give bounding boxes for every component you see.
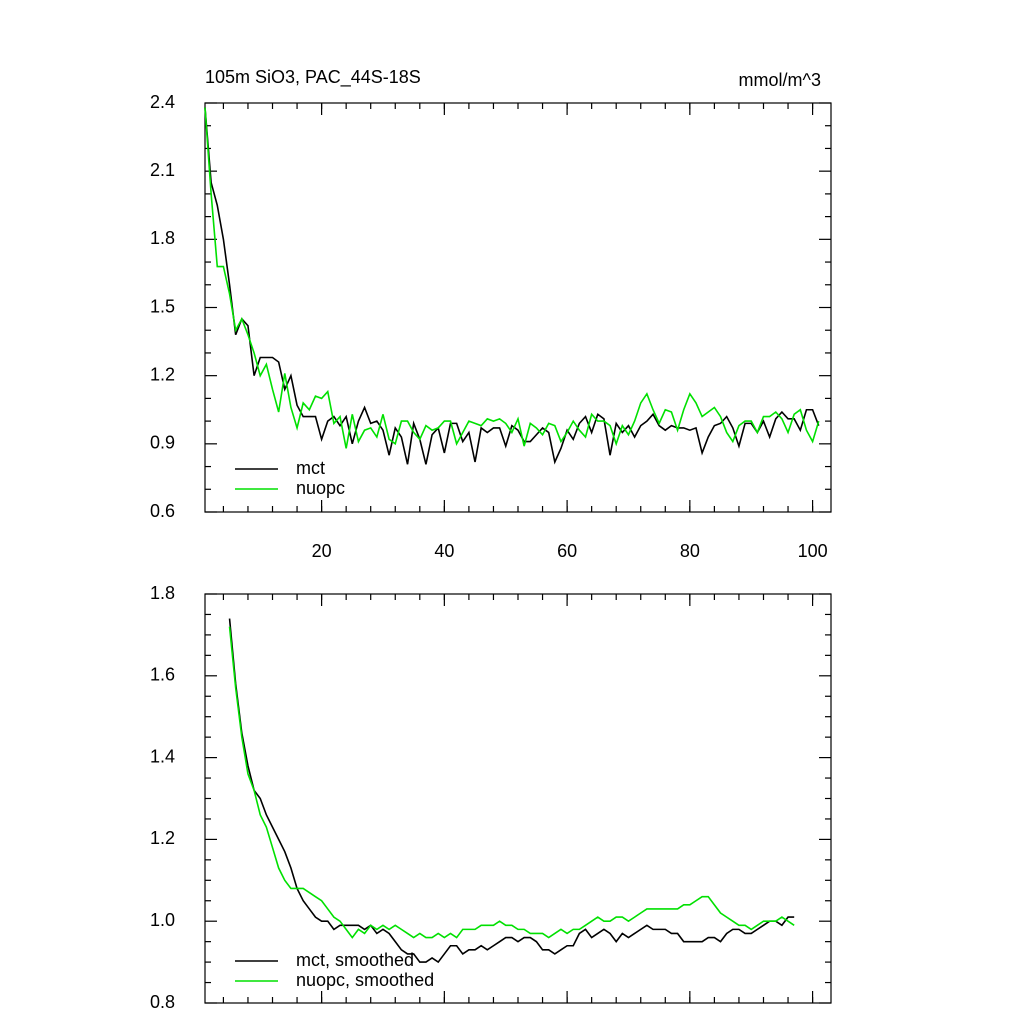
chart-title: 105m SiO3, PAC_44S-18S [205,67,421,88]
units-label: mmol/m^3 [739,70,821,90]
y-tick-label: 1.5 [150,296,175,316]
y-tick-label: 1.2 [150,828,175,848]
data-line [228,618,795,964]
legend-label: nuopc, smoothed [296,970,434,990]
data-line [204,107,820,465]
y-tick-label: 2.1 [150,160,175,180]
y-tick-label: 2.4 [150,92,175,112]
y-tick-label: 1.8 [150,228,175,248]
x-tick-label: 100 [798,541,828,561]
x-tick-label: 20 [312,541,332,561]
legend-label: mct [296,458,325,478]
data-line [228,626,795,939]
y-tick-label: 0.6 [150,501,175,521]
plot-frame [204,102,832,513]
data-line [204,107,820,449]
x-tick-label: 60 [557,541,577,561]
y-tick-label: 1.2 [150,364,175,384]
y-tick-label: 0.9 [150,433,175,453]
legend-label: mct, smoothed [296,950,414,970]
legend-label: nuopc [296,478,345,498]
x-tick-label: 80 [680,541,700,561]
y-tick-label: 1.0 [150,910,175,930]
y-tick-label: 1.8 [150,583,175,603]
y-tick-label: 1.6 [150,665,175,685]
y-tick-label: 0.8 [150,992,175,1012]
x-tick-label: 40 [434,541,454,561]
y-tick-label: 1.4 [150,746,175,766]
